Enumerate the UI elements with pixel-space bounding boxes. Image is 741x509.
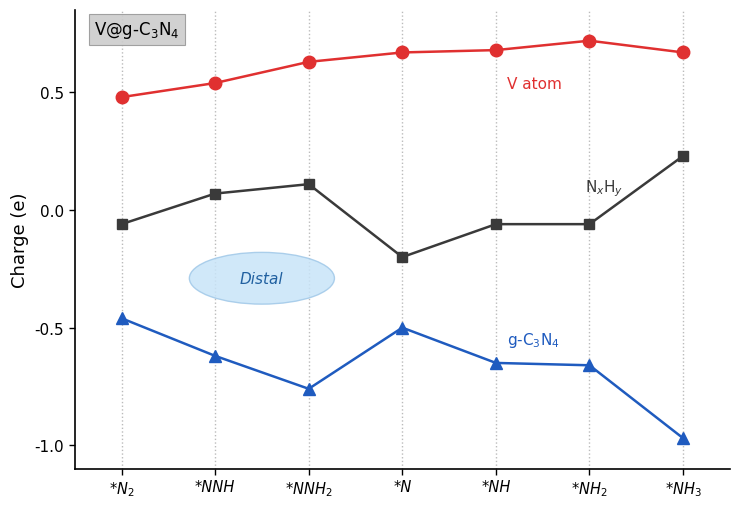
Text: V@g-C$_3$N$_4$: V@g-C$_3$N$_4$ [94, 20, 180, 41]
Text: N$_x$H$_y$: N$_x$H$_y$ [585, 178, 623, 199]
Text: V atom: V atom [507, 76, 562, 92]
Y-axis label: Charge (e): Charge (e) [11, 192, 29, 288]
Text: Distal: Distal [240, 271, 284, 286]
Text: g-C$_3$N$_4$: g-C$_3$N$_4$ [507, 330, 560, 349]
Ellipse shape [190, 253, 334, 304]
